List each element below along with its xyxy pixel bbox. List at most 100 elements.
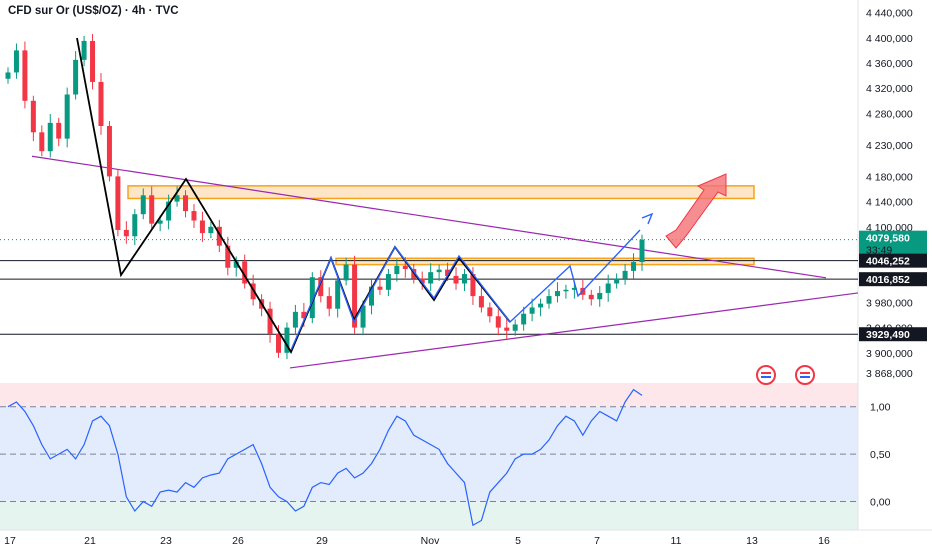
- candle-body: [478, 296, 484, 308]
- candle-body: [326, 296, 332, 309]
- candle-body: [208, 226, 214, 234]
- candle-body: [132, 214, 138, 237]
- candle-body: [335, 280, 341, 309]
- rsi-line: [7, 388, 643, 527]
- event-flag-stripe: [800, 372, 810, 374]
- level-tag-0-bg: [859, 253, 927, 268]
- current-price-tag: [859, 230, 927, 257]
- event-flag-stripe: [761, 376, 771, 378]
- descending-trendline[interactable]: [31, 155, 827, 279]
- candle-body: [453, 275, 459, 284]
- candle-body: [377, 286, 383, 290]
- candle-body: [360, 305, 366, 328]
- candle-body: [343, 264, 349, 281]
- current-price-label: 4079,580: [866, 233, 910, 245]
- candle-body: [267, 308, 273, 334]
- time-tick-label: 17: [4, 535, 16, 547]
- price-tick-label: 4 320,000: [866, 83, 913, 95]
- candle-body: [318, 277, 324, 297]
- price-tick-label: 4 360,000: [866, 58, 913, 70]
- candle-body: [487, 307, 493, 317]
- candle-body: [394, 265, 400, 275]
- candle-body: [554, 291, 560, 297]
- projection-arrow[interactable]: [665, 173, 727, 249]
- rsi-oversold-band: [0, 501, 858, 530]
- candle-body: [352, 264, 358, 328]
- price-tick-label: 4 230,000: [866, 140, 913, 152]
- level-tag-2: 3929,490: [866, 329, 910, 341]
- candle-body: [385, 274, 391, 290]
- level-tag-1-bg: [859, 272, 927, 287]
- candle-body: [597, 292, 603, 300]
- candle-body: [81, 40, 87, 60]
- candle-body: [495, 316, 501, 328]
- candle-body: [292, 311, 298, 328]
- candle-body: [90, 40, 96, 82]
- candle-body: [276, 333, 282, 353]
- candle-body: [470, 274, 476, 297]
- candle-body: [445, 269, 451, 276]
- candle-body: [191, 211, 197, 221]
- rsi-tick-label: 0,50: [870, 449, 891, 461]
- candle-body: [402, 265, 408, 270]
- event-flag-icon[interactable]: [795, 365, 815, 385]
- wave-pattern[interactable]: [290, 229, 641, 351]
- price-tick-label: 3 868,000: [866, 368, 913, 380]
- price-tick-label: 4 400,000: [866, 33, 913, 45]
- level-tag-2-bg: [859, 327, 927, 342]
- price-tick-label: 3 900,000: [866, 348, 913, 360]
- candle-body: [284, 327, 290, 353]
- price-tick-label: 3 980,000: [866, 297, 913, 309]
- level-tag-0: 4046,252: [866, 256, 910, 268]
- candle-body: [183, 195, 189, 212]
- candle-body: [166, 201, 172, 221]
- candle-body: [436, 269, 442, 273]
- candle-body: [140, 195, 146, 215]
- candle-body: [419, 278, 425, 284]
- candle-body: [174, 195, 180, 202]
- candle-body: [250, 283, 256, 300]
- candle-body: [571, 287, 577, 290]
- candle-body: [216, 226, 222, 246]
- event-flag-icon[interactable]: [756, 365, 776, 385]
- candle-body: [233, 261, 239, 268]
- candle-body: [588, 294, 594, 300]
- candle-body: [529, 307, 535, 314]
- candle-body: [461, 274, 467, 284]
- candle-body: [225, 245, 231, 268]
- candle-body: [521, 313, 527, 325]
- wave-arrowhead: [641, 212, 654, 225]
- level-tag-1: 4016,852: [866, 274, 910, 286]
- resistance-zone[interactable]: [127, 185, 755, 200]
- candle-body: [123, 229, 129, 237]
- breakout-zone[interactable]: [335, 257, 755, 266]
- candle-body: [512, 324, 518, 331]
- candle-body: [242, 261, 248, 284]
- rsi-tick-label: 0,00: [870, 497, 891, 509]
- candle-body: [64, 94, 70, 139]
- candle-body: [30, 100, 36, 133]
- candle-body: [22, 50, 28, 101]
- time-tick-label: 26: [232, 535, 244, 547]
- candle-body: [13, 50, 19, 73]
- price-tick-label: 4 280,000: [866, 108, 913, 120]
- price-tick-label: 4 140,000: [866, 197, 913, 209]
- candle-body: [47, 122, 53, 152]
- candle-body: [605, 283, 611, 293]
- candle-body: [631, 262, 637, 271]
- candle-body: [5, 72, 11, 79]
- time-tick-label: 16: [818, 535, 830, 547]
- candle-body: [622, 270, 628, 279]
- price-tick-label: 4 180,000: [866, 171, 913, 183]
- time-tick-label: 11: [671, 535, 682, 547]
- candle-body: [504, 327, 510, 331]
- candle-body: [368, 286, 374, 306]
- time-tick-label: 13: [746, 535, 758, 547]
- ascending-trendline[interactable]: [289, 292, 859, 369]
- event-flag-stripe: [800, 376, 810, 378]
- candle-body: [428, 272, 434, 284]
- candle-body: [39, 132, 45, 152]
- rsi-tick-label: 1,00: [870, 402, 891, 414]
- candle-body: [546, 296, 552, 304]
